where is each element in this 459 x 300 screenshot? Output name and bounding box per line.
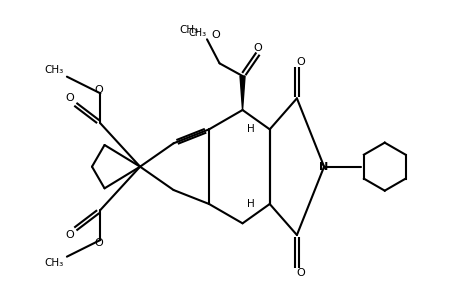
Text: CH₃: CH₃ [188,28,207,38]
Text: O: O [211,30,220,40]
Text: O: O [65,93,74,103]
Text: H: H [246,124,254,134]
Text: H: H [246,199,254,209]
Text: O: O [65,230,74,240]
Text: O: O [296,268,305,278]
Text: CH₃: CH₃ [179,25,199,35]
Text: O: O [94,85,102,95]
Text: CH₃: CH₃ [44,258,63,268]
Text: O: O [94,238,102,248]
Text: O: O [253,43,262,53]
Text: N: N [319,162,328,172]
Polygon shape [240,76,245,110]
Text: CH₃: CH₃ [44,65,63,75]
Text: O: O [296,57,305,67]
